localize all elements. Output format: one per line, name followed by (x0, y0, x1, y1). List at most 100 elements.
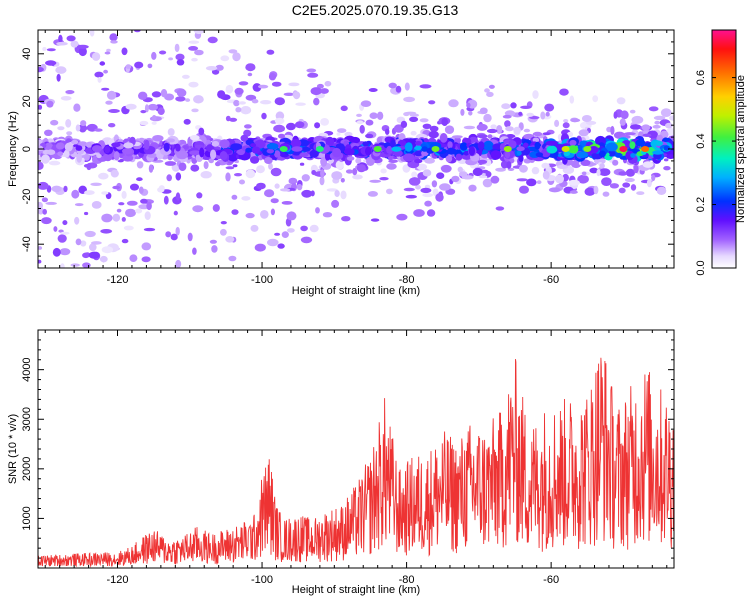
heatmap-blob (203, 161, 209, 170)
heatmap-blob (165, 231, 172, 238)
heatmap-blob (152, 135, 164, 142)
heatmap-blob (239, 179, 245, 185)
heatmap-blob (403, 187, 415, 192)
heatmap-blob (230, 143, 243, 151)
heatmap-blob (147, 63, 153, 69)
heatmap-blob (136, 161, 144, 169)
heatmap-blob (261, 112, 267, 120)
heatmap-blob (569, 190, 578, 194)
heatmap-blob (268, 73, 277, 81)
heatmap-blob (335, 160, 344, 170)
heatmap-blob (301, 189, 313, 198)
heatmap-blob (129, 254, 138, 262)
heatmap-blob (365, 133, 374, 139)
heatmap-blob (280, 188, 291, 192)
heatmap-blob (665, 122, 673, 129)
heatmap-blob (270, 208, 275, 216)
heatmap-blob (340, 105, 348, 112)
heatmap-blob (144, 104, 149, 113)
heatmap-blob (435, 193, 444, 202)
heatmap-blob (211, 140, 220, 147)
heatmap-blob (477, 141, 485, 150)
heatmap-blob (126, 200, 138, 206)
heatmap-blob (53, 226, 58, 232)
heatmap-blob (264, 189, 275, 198)
heatmap-blob (326, 188, 338, 192)
heatmap-blob (439, 183, 451, 191)
heatmap-blob (404, 142, 413, 152)
heatmap-blob (518, 155, 524, 162)
heatmap-blob (447, 147, 454, 155)
heatmap-blob (38, 104, 43, 110)
x-tick-label: -80 (399, 274, 415, 286)
heatmap-blob (106, 90, 117, 100)
y-tick-label: 20 (21, 95, 33, 107)
heatmap-blob (58, 229, 64, 233)
colorbar-tick-label: 0.6 (695, 70, 707, 85)
heatmap-blob (422, 123, 432, 129)
heatmap-blob (322, 212, 333, 218)
heatmap-blob (599, 168, 611, 177)
heatmap-blob (541, 162, 550, 169)
heatmap-blob (472, 167, 483, 177)
heatmap-blob (377, 136, 383, 144)
heatmap-blob (630, 153, 636, 158)
heatmap-blob (340, 178, 345, 183)
heatmap-blob (576, 151, 589, 158)
heatmap-blob (109, 33, 118, 42)
heatmap-blob (176, 88, 187, 97)
heatmap-blob (57, 126, 65, 131)
heatmap-blob (281, 231, 289, 239)
heatmap-peak (583, 146, 592, 152)
heatmap-blob (486, 91, 494, 97)
heatmap-blob (250, 224, 259, 232)
heatmap-blob (548, 187, 561, 193)
bottom-axes: -120 -100 -80 -60 1000 2000 3000 4000 (21, 329, 674, 586)
heatmap-blob (487, 134, 493, 139)
heatmap-blob (113, 151, 120, 161)
heatmap-blob (429, 125, 439, 132)
heatmap-blob (245, 147, 252, 153)
heatmap-blob (593, 185, 599, 195)
heatmap-blob (136, 177, 143, 182)
heatmap-blob (555, 174, 564, 184)
heatmap-blob (270, 167, 282, 177)
heatmap-blob (277, 243, 285, 249)
heatmap-blob (174, 43, 180, 53)
heatmap-blob (123, 142, 134, 149)
heatmap-blob (490, 124, 497, 130)
heatmap-blob (488, 84, 495, 89)
heatmap-blob (569, 139, 577, 146)
heatmap-blob (505, 126, 514, 132)
heatmap-blob (419, 118, 429, 123)
heatmap-blob (570, 118, 581, 123)
heatmap-blob (244, 124, 252, 129)
heatmap-blob (599, 150, 606, 158)
y-tick-label: 4000 (21, 357, 33, 381)
heatmap-blob (601, 177, 612, 187)
heatmap-blob (70, 40, 79, 48)
y-tick-label: 1000 (21, 506, 33, 530)
heatmap-blob (148, 164, 154, 173)
heatmap-blob (45, 201, 57, 205)
heatmap-blob (38, 207, 44, 215)
heatmap-blob (506, 161, 512, 169)
heatmap-blob (60, 231, 70, 235)
heatmap-blob (636, 191, 645, 196)
heatmap-blob (355, 157, 362, 164)
heatmap-blob (365, 146, 372, 156)
heatmap-blob (532, 90, 539, 99)
heatmap-blob (252, 83, 262, 92)
heatmap-blob (220, 55, 230, 62)
heatmap-blob (386, 188, 393, 195)
heatmap-blob (57, 151, 64, 157)
heatmap-blob (403, 96, 415, 103)
heatmap-blob (410, 130, 417, 136)
heatmap-blob (125, 208, 136, 218)
heatmap-blob (356, 120, 364, 125)
heatmap-blob (441, 118, 449, 126)
heatmap-blob (367, 191, 378, 197)
heatmap-peak (315, 146, 324, 152)
heatmap-blob (447, 141, 453, 149)
heatmap-blob (123, 225, 134, 231)
